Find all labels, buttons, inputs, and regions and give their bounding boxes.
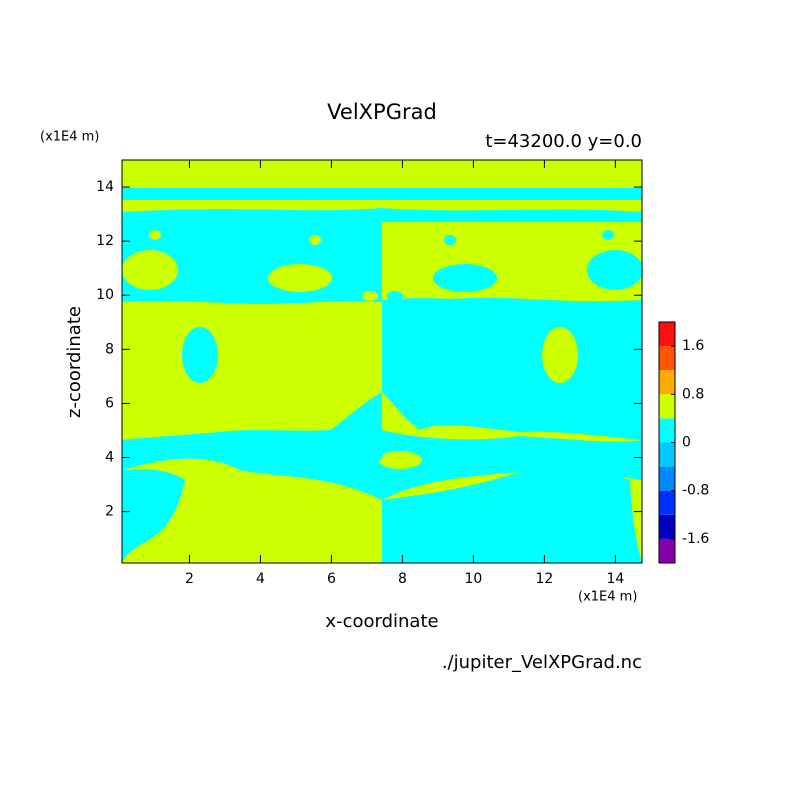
positive-region bbox=[149, 230, 161, 240]
y-tick-label: 10 bbox=[96, 287, 114, 303]
colorbar-bin bbox=[659, 490, 675, 515]
negative-region bbox=[122, 392, 382, 500]
colorbar-bin bbox=[659, 346, 675, 371]
x-tick-label: 2 bbox=[185, 571, 194, 587]
negative-region bbox=[387, 291, 403, 301]
positive-region bbox=[268, 264, 332, 292]
positive-region bbox=[542, 327, 578, 383]
negative-region bbox=[382, 430, 642, 500]
y-tick-label: 8 bbox=[105, 341, 114, 357]
negative-region bbox=[602, 230, 614, 240]
contour-field bbox=[122, 160, 643, 563]
x-tick-label: 14 bbox=[606, 571, 624, 587]
colorbar-bin bbox=[659, 322, 675, 347]
colorbar-bin bbox=[659, 394, 675, 419]
positive-region bbox=[378, 451, 422, 469]
subtitle: t=43200.0 y=0.0 bbox=[485, 131, 642, 152]
x-tick-label: 4 bbox=[256, 571, 265, 587]
x-unit: (x1E4 m) bbox=[578, 590, 637, 605]
negative-region bbox=[122, 208, 642, 222]
y-tick-label: 6 bbox=[105, 395, 114, 411]
y-tick-label: 12 bbox=[96, 233, 114, 249]
colorbar-bin bbox=[659, 370, 675, 395]
colorbar-bin bbox=[659, 442, 675, 467]
negative-region bbox=[122, 469, 185, 563]
positive-region bbox=[362, 291, 378, 301]
positive-region bbox=[122, 250, 178, 290]
plot-frame bbox=[121, 159, 643, 564]
x-axis-label: x-coordinate bbox=[325, 611, 438, 632]
y-axis-label: z-coordinate bbox=[64, 306, 85, 418]
colorbar-bin bbox=[659, 538, 675, 563]
negative-region bbox=[182, 327, 218, 383]
y-unit: (x1E4 m) bbox=[40, 130, 99, 145]
colorbar-frame bbox=[658, 321, 676, 564]
y-tick-label: 4 bbox=[105, 450, 114, 466]
y-tick-label: 14 bbox=[96, 179, 114, 195]
negative-region bbox=[382, 297, 642, 440]
positive-region bbox=[309, 235, 321, 245]
negative-region bbox=[433, 264, 497, 292]
colorbar-bin bbox=[659, 514, 675, 539]
x-tick-label: 12 bbox=[535, 571, 553, 587]
x-tick-label: 10 bbox=[464, 571, 482, 587]
x-tick-label: 8 bbox=[398, 571, 407, 587]
colorbar-tick-label: -1.6 bbox=[682, 531, 709, 547]
colorbar-tick-label: 0.8 bbox=[682, 386, 704, 402]
y-tick-label: 2 bbox=[105, 504, 114, 520]
colorbar-tick-label: 0 bbox=[682, 435, 691, 451]
colorbar-bin bbox=[659, 418, 675, 443]
negative-region bbox=[587, 250, 643, 290]
source-file: ./jupiter_VelXPGrad.nc bbox=[442, 652, 642, 673]
chart-title: VelXPGrad bbox=[327, 100, 437, 124]
negative-region bbox=[122, 188, 642, 200]
colorbar-tick-label: 1.6 bbox=[682, 338, 704, 354]
colorbar-bin bbox=[659, 466, 675, 491]
negative-region bbox=[382, 470, 642, 563]
colorbar-tick-label: -0.8 bbox=[682, 483, 709, 499]
x-tick-label: 6 bbox=[327, 571, 336, 587]
negative-region bbox=[444, 235, 456, 245]
negative-region bbox=[347, 446, 383, 464]
